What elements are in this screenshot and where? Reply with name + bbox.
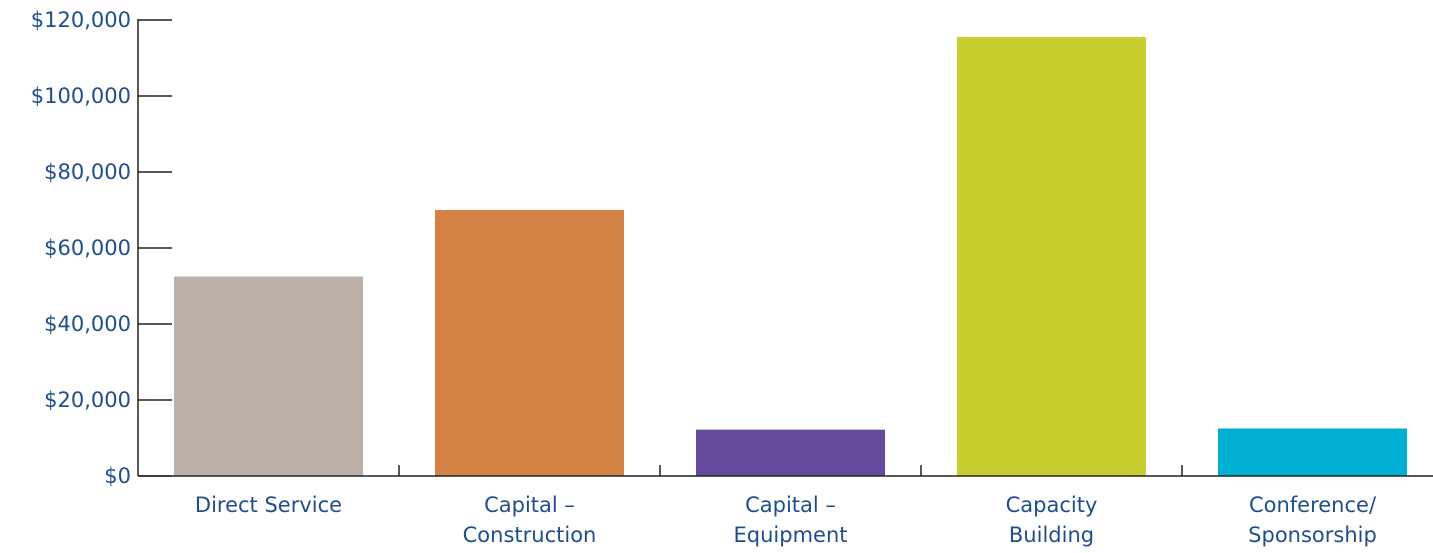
y-tick-label: $100,000	[31, 84, 131, 108]
y-axis: $0 $20,000 $40,000 $60,000 $80,000 $100,000 $1…	[31, 8, 172, 488]
x-tick-label: Capital – Equipment	[734, 493, 848, 547]
bar	[957, 37, 1146, 476]
y-tick-label: $120,000	[31, 8, 131, 32]
x-tick-label: Capital – Construction	[463, 493, 597, 547]
bars	[174, 37, 1407, 476]
y-tick-label: $0	[104, 464, 131, 488]
x-tick-label-line: Capital –	[745, 493, 836, 517]
y-tick-label: $80,000	[44, 160, 131, 184]
y-tick-label: $20,000	[44, 388, 131, 412]
bar	[1218, 428, 1407, 476]
x-tick-label: Conference/Sponsorship	[1248, 493, 1377, 547]
bar	[696, 429, 885, 476]
x-axis: Direct Service Capital – ConstructionCapit…	[138, 465, 1433, 547]
y-tick-label: $40,000	[44, 312, 131, 336]
x-tick-label-line: Building	[1009, 523, 1094, 547]
x-tick-label-line: Sponsorship	[1248, 523, 1377, 547]
x-tick-label-line: Capital –	[484, 493, 575, 517]
bar	[435, 210, 624, 476]
x-tick-label-line: Equipment	[734, 523, 848, 547]
x-tick-label-line: Conference/	[1249, 493, 1377, 517]
x-tick-label-line: Direct Service	[195, 493, 342, 517]
x-tick-label: Capacity Building	[1006, 493, 1098, 547]
x-tick-label-line: Construction	[463, 523, 597, 547]
x-tick-label-line: Capacity	[1006, 493, 1098, 517]
bar	[174, 276, 363, 476]
x-tick-label: Direct Service	[195, 493, 342, 517]
y-tick-label: $60,000	[44, 236, 131, 260]
